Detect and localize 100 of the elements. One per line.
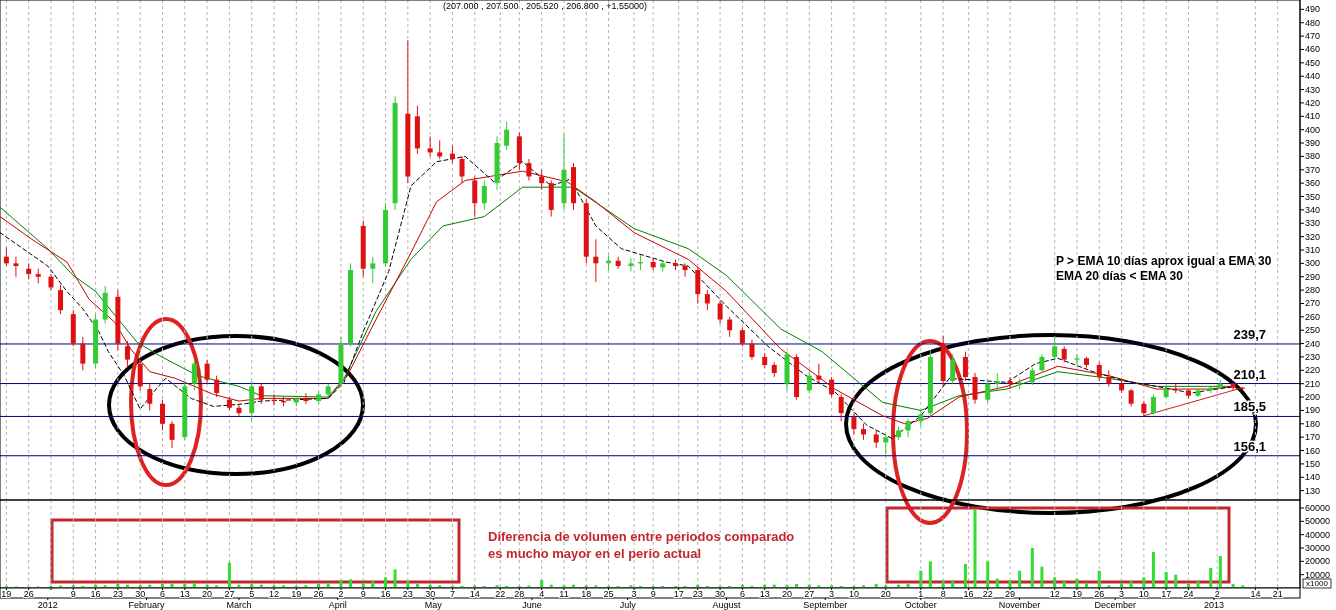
y-tick-label: 230	[1305, 351, 1321, 362]
x-tick-label: 30	[715, 588, 726, 599]
x-tick-label: 9	[650, 588, 656, 599]
x-tick-label: 23	[692, 588, 703, 599]
x-tick-label: 9	[360, 588, 366, 599]
x-tick-label: 21	[1272, 588, 1283, 599]
x-tick-label: 22	[982, 588, 993, 599]
x-tick-label: 28	[514, 588, 525, 599]
x-tick-label: 17	[673, 588, 684, 599]
x2-tick-label: September	[803, 600, 848, 610]
y-tick-label: 330	[1305, 218, 1321, 229]
x-tick-label: 26	[313, 588, 324, 599]
y-tick-label: 470	[1305, 31, 1321, 42]
x-tick-label: 23	[112, 588, 123, 599]
x-tick-label: 30	[425, 588, 436, 599]
annotation: P > EMA 10 días aprox igual a EMA 30	[1056, 254, 1272, 268]
x-tick-label: 10	[1138, 588, 1149, 599]
x-tick-label: 20	[782, 588, 793, 599]
x-tick-label: 3	[631, 588, 637, 599]
y-tick-label: 210	[1305, 378, 1321, 389]
y-tick-label: 360	[1305, 178, 1321, 189]
x-tick-label: 23	[402, 588, 413, 599]
y-tick-label: 320	[1305, 231, 1321, 242]
x2-tick-label: December	[1094, 600, 1136, 610]
y-tick-label: 10000	[1305, 569, 1331, 580]
y-tick-label: 130	[1305, 485, 1321, 496]
y-tick-label: 50000	[1305, 516, 1331, 527]
ref-line-label: 239,7	[1233, 326, 1266, 342]
y-tick-label: 280	[1305, 285, 1321, 296]
x2-tick-label: November	[998, 600, 1041, 610]
x-tick-label: 24	[1183, 588, 1194, 599]
x-tick-label: 2	[338, 588, 344, 599]
x-tick-label: 18	[581, 588, 592, 599]
x-tick-label: 6	[739, 588, 745, 599]
y-tick-label: 440	[1305, 71, 1321, 82]
y-axis-title: x1000	[1306, 579, 1329, 588]
x-tick-label: 12	[269, 588, 280, 599]
y-tick-label: 370	[1305, 164, 1321, 175]
y-tick-label: 20000	[1305, 556, 1331, 567]
x-tick-label: 11	[559, 588, 569, 599]
x-tick-label: 1	[918, 588, 924, 599]
x2-tick-label: April	[328, 600, 347, 610]
x-tick-label: 19	[291, 588, 302, 599]
chart-title: (207.000 , 207.500 , 205.520 , 206.800 , +1.55000)	[443, 1, 647, 11]
y-tick-label: 390	[1305, 138, 1321, 149]
annotation: Diferencia de volumen entre periodos comparado	[488, 529, 795, 544]
y-tick-label: 200	[1305, 392, 1321, 403]
y-tick-label: 60000	[1305, 503, 1331, 513]
x-tick-label: 22	[495, 588, 506, 599]
x2-tick-label: May	[424, 600, 443, 610]
x-tick-label: 26	[23, 588, 34, 599]
x-tick-label: 25	[603, 588, 614, 599]
y-tick-label: 270	[1305, 298, 1321, 309]
x2-tick-label: March	[226, 600, 252, 610]
y-tick-label: 170	[1305, 432, 1321, 443]
y-tick-label: 410	[1305, 111, 1321, 122]
y-tick-label: 300	[1305, 258, 1321, 269]
y-tick-label: 150	[1305, 458, 1321, 469]
x-tick-label: 16	[963, 588, 974, 599]
x-tick-label: 3	[1119, 588, 1125, 599]
y-tick-label: 290	[1305, 271, 1321, 282]
y-tick-label: 190	[1305, 405, 1321, 416]
x2-tick-label: October	[904, 600, 937, 610]
annotation: EMA 20 días < EMA 30	[1056, 269, 1184, 283]
x-tick-label: 27	[804, 588, 815, 599]
x2-tick-label: June	[522, 600, 542, 610]
y-tick-label: 340	[1305, 204, 1321, 215]
y-tick-label: 160	[1305, 445, 1321, 456]
x-tick-label: 20	[880, 588, 891, 599]
y-tick-label: 490	[1305, 4, 1321, 15]
x2-tick-label: 2013	[1203, 600, 1224, 610]
x-tick-label: 14	[1250, 588, 1261, 599]
y-tick-label: 480	[1305, 17, 1321, 28]
x-tick-label: 8	[940, 588, 946, 599]
y-tick-label: 400	[1305, 124, 1321, 135]
x-tick-label: 20	[202, 588, 213, 599]
x-tick-label: 6	[159, 588, 166, 599]
y-tick-label: 430	[1305, 84, 1321, 95]
x-tick-label: 17	[1161, 588, 1172, 599]
x-tick-label: 3	[829, 588, 835, 599]
x-tick-label: 9	[70, 588, 76, 599]
x-tick-label: 27	[224, 588, 235, 599]
y-tick-label: 460	[1305, 44, 1321, 55]
y-tick-label: 260	[1305, 311, 1321, 322]
x-tick-label: 19	[1071, 588, 1082, 599]
y-tick-label: 380	[1305, 151, 1321, 162]
y-tick-label: 310	[1305, 245, 1321, 255]
y-tick-label: 350	[1305, 191, 1321, 202]
x2-tick-label: August	[712, 600, 741, 610]
x-tick-label: 2	[1214, 588, 1220, 599]
y-tick-label: 250	[1305, 325, 1321, 336]
x-tick-label: 19	[1, 588, 12, 599]
x-tick-label: 4	[539, 588, 545, 599]
ref-line-label: 210,1	[1233, 366, 1266, 382]
x-tick-label: 12	[1049, 588, 1060, 599]
x-tick-label: 29	[1005, 588, 1016, 599]
x-tick-label: 13	[759, 588, 770, 599]
x-tick-label: 5	[249, 588, 255, 599]
x-tick-label: 30	[135, 588, 146, 599]
x2-tick-label: 2012	[37, 600, 58, 610]
